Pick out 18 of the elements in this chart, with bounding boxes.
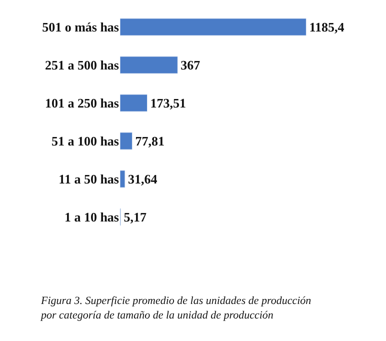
y-tick-label: 501 o más has	[42, 20, 119, 35]
data-label: 77,81	[135, 134, 164, 148]
data-label: 31,64	[128, 172, 158, 186]
y-tick-label: 1 a 10 has	[64, 210, 119, 225]
y-tick-label: 251 a 500 has	[44, 58, 119, 73]
data-label: 5,17	[124, 210, 148, 224]
bar	[120, 56, 178, 74]
bar	[120, 94, 148, 112]
y-tick-label: 101 a 250 has	[44, 96, 119, 111]
bar	[120, 18, 306, 36]
data-label: 173,51	[150, 96, 186, 110]
y-tick-label: 51 a 100 has	[51, 134, 119, 149]
y-tick-label: 11 a 50 has	[58, 172, 119, 187]
bar	[120, 132, 132, 150]
text: Figura 3. Superficie promedio de las unidades de producción por categoría de tamaño de la unidad de producción	[40, 295, 312, 322]
data-label: 367	[180, 58, 201, 72]
bar	[120, 170, 126, 188]
data-label: 1185,4	[309, 20, 345, 34]
